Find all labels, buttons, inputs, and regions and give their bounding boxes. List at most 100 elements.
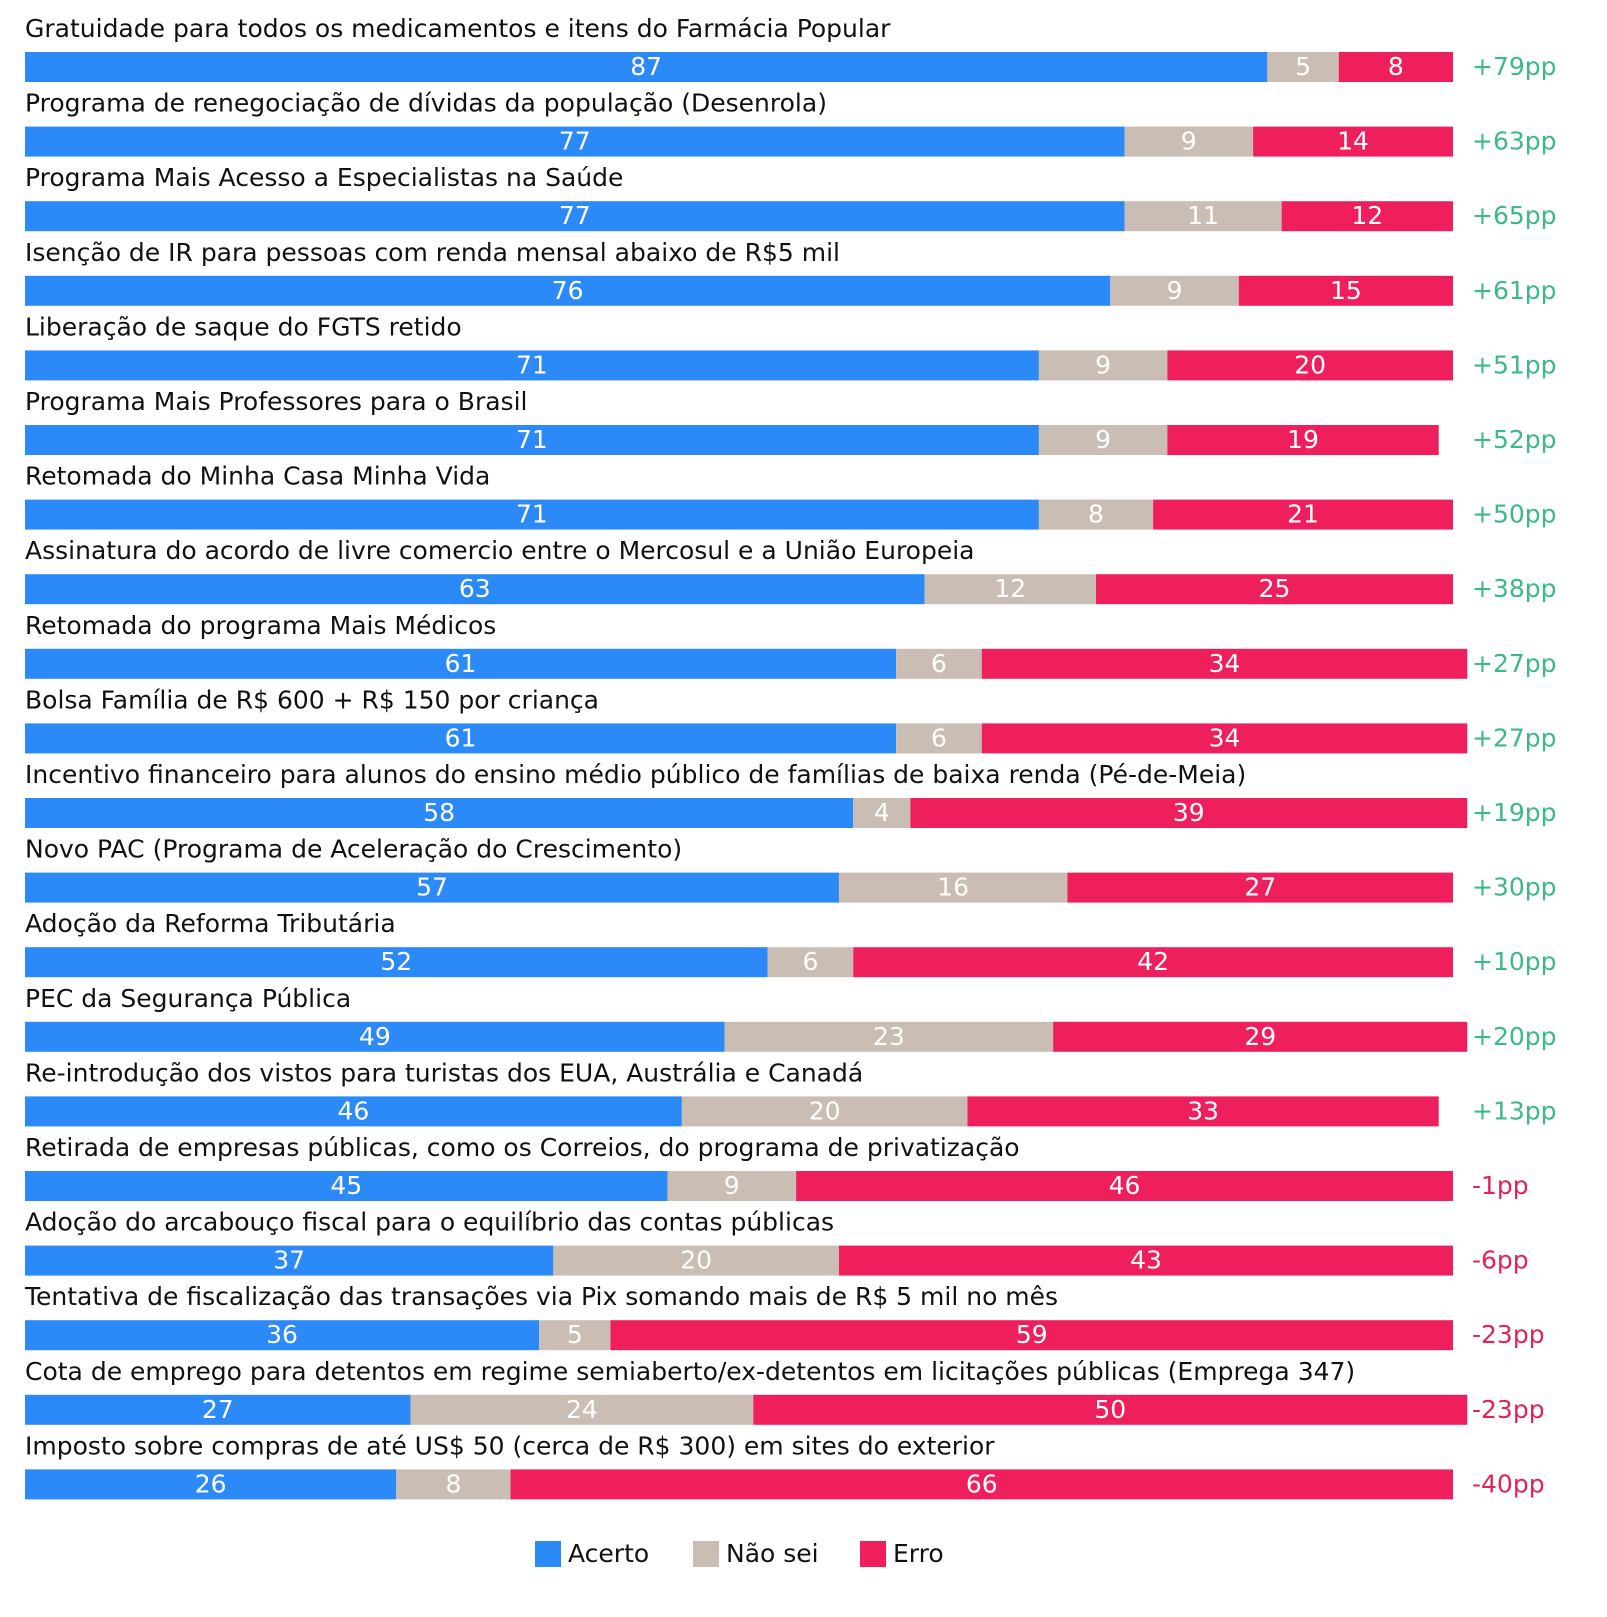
- category-label: Isenção de IR para pessoas com renda men…: [25, 238, 840, 267]
- value-label: 23: [873, 1022, 905, 1051]
- bar-segment: [25, 52, 1268, 82]
- bar-segment: [1167, 350, 1453, 381]
- value-label: 24: [566, 1395, 598, 1424]
- value-label: 27: [1244, 873, 1276, 902]
- value-label: 6: [931, 649, 947, 678]
- legend-label: Erro: [893, 1539, 944, 1568]
- bar-segment: [981, 723, 1468, 754]
- bar-segment: [25, 947, 768, 978]
- bar-segment: [767, 947, 854, 978]
- value-label: 76: [552, 276, 584, 305]
- bar-segment: [1038, 499, 1154, 530]
- value-label: 66: [966, 1469, 998, 1498]
- category-label: Bolsa Família de R$ 600 + R$ 150 por cri…: [25, 685, 599, 714]
- net-label: +79pp: [1472, 52, 1557, 81]
- category-label: Adoção do arcabouço fiscal para o equilí…: [25, 1208, 834, 1237]
- net-label: +19pp: [1472, 798, 1557, 827]
- legend-swatch: [535, 1541, 561, 1567]
- category-label: Cota de emprego para detentos em regime …: [25, 1357, 1355, 1386]
- category-label: Retirada de empresas públicas, como os C…: [25, 1133, 1020, 1162]
- value-label: 5: [567, 1320, 583, 1349]
- value-label: 46: [338, 1096, 370, 1125]
- bar-segment: [896, 648, 982, 679]
- bar-segment: [1053, 1021, 1468, 1052]
- bar-segment: [1153, 499, 1453, 530]
- bar-segment: [853, 798, 911, 828]
- bar-segment: [681, 1096, 968, 1127]
- category-label: Novo PAC (Programa de Aceleração do Cres…: [25, 835, 682, 864]
- value-label: 29: [1244, 1022, 1276, 1051]
- value-label: 57: [416, 873, 448, 902]
- net-label: +30pp: [1472, 873, 1557, 902]
- category-label: Gratuidade para todos os medicamentos e …: [25, 14, 891, 43]
- bar-segment: [1096, 574, 1453, 605]
- net-label: +10pp: [1472, 947, 1557, 976]
- bar-segment: [924, 574, 1096, 605]
- net-label: +38pp: [1472, 574, 1557, 603]
- value-label: 45: [330, 1171, 362, 1200]
- value-label: 77: [559, 127, 591, 156]
- bar-segment: [1124, 201, 1282, 232]
- bar-segment: [25, 1469, 397, 1500]
- value-label: 34: [1209, 723, 1241, 752]
- category-label: Retomada do Minha Casa Minha Vida: [25, 462, 490, 491]
- category-label: Assinatura do acordo de livre comercio e…: [25, 536, 975, 565]
- bar-segment: [967, 1096, 1439, 1127]
- category-label: PEC da Segurança Pública: [25, 984, 351, 1013]
- value-label: 6: [931, 723, 947, 752]
- bar-segment: [1338, 52, 1453, 82]
- bar-segment: [25, 126, 1125, 157]
- value-label: 20: [1294, 350, 1326, 379]
- bar-segment: [667, 1171, 797, 1201]
- value-label: 19: [1287, 425, 1319, 454]
- value-label: 20: [680, 1246, 712, 1275]
- value-label: 36: [266, 1320, 298, 1349]
- bar-segment: [724, 1021, 1054, 1052]
- net-label: -6pp: [1472, 1246, 1529, 1275]
- value-label: 4: [874, 798, 890, 827]
- value-label: 9: [724, 1171, 740, 1200]
- net-label: +27pp: [1472, 723, 1557, 752]
- value-label: 6: [802, 947, 818, 976]
- bar-segment: [1267, 52, 1339, 82]
- value-label: 43: [1130, 1246, 1162, 1275]
- net-label: +20pp: [1472, 1022, 1557, 1051]
- value-label: 12: [1351, 201, 1383, 230]
- value-label: 5: [1295, 52, 1311, 81]
- bar-segment: [25, 723, 897, 754]
- category-label: Programa de renegociação de dívidas da p…: [25, 89, 827, 118]
- value-label: 27: [202, 1395, 234, 1424]
- value-label: 9: [1095, 350, 1111, 379]
- value-label: 11: [1187, 201, 1219, 230]
- value-label: 8: [445, 1469, 461, 1498]
- net-label: +52pp: [1472, 425, 1557, 454]
- legend-swatch: [693, 1541, 719, 1567]
- value-label: 15: [1330, 276, 1362, 305]
- value-label: 25: [1259, 574, 1291, 603]
- bar-segment: [1238, 275, 1453, 306]
- bar-segment: [25, 275, 1111, 306]
- category-label: Imposto sobre compras de até US$ 50 (cer…: [25, 1431, 995, 1460]
- bar-segment: [25, 1394, 411, 1425]
- value-label: 8: [1088, 500, 1104, 529]
- bar-segment: [1067, 872, 1453, 903]
- net-label: -23pp: [1472, 1320, 1545, 1349]
- value-label: 50: [1094, 1395, 1126, 1424]
- bar-segment: [25, 350, 1039, 381]
- bar-segment: [1253, 126, 1453, 157]
- value-label: 16: [937, 873, 969, 902]
- category-label: Incentivo financeiro para alunos do ensi…: [25, 760, 1246, 789]
- value-label: 63: [459, 574, 491, 603]
- value-label: 34: [1209, 649, 1241, 678]
- category-label: Retomada do programa Mais Médicos: [25, 611, 496, 640]
- value-label: 77: [559, 201, 591, 230]
- value-label: 37: [273, 1246, 305, 1275]
- bar-segment: [25, 798, 854, 828]
- value-label: 21: [1287, 500, 1319, 529]
- bar-segment: [753, 1394, 1468, 1425]
- value-label: 39: [1173, 798, 1205, 827]
- bar-segment: [25, 1021, 725, 1052]
- bar-segment: [610, 1320, 1453, 1351]
- value-label: 71: [516, 350, 548, 379]
